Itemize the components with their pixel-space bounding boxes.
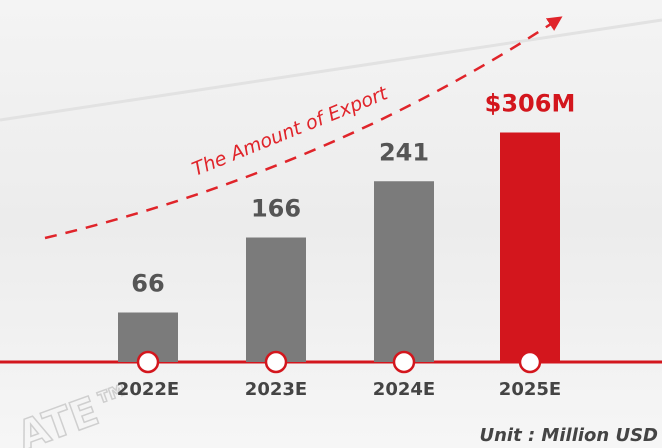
bar — [374, 181, 434, 362]
unit-label: Unit : Million USD — [480, 425, 659, 446]
value-label: 66 — [131, 270, 164, 298]
bar — [500, 132, 560, 362]
x-tick-label: 2022E — [117, 379, 179, 400]
x-tick-label: 2025E — [499, 379, 561, 400]
bar — [246, 237, 306, 362]
x-tick-label: 2024E — [373, 379, 435, 400]
marker-dot — [136, 350, 160, 374]
marker-dot — [264, 350, 288, 374]
marker-dot — [392, 350, 416, 374]
value-label: 166 — [251, 195, 301, 223]
background-line — [0, 18, 662, 122]
x-tick-label: 2023E — [245, 379, 307, 400]
trend-arrow — [44, 16, 563, 240]
value-label: $306M — [485, 90, 576, 118]
value-label: 241 — [379, 138, 429, 166]
marker-dot — [518, 350, 542, 374]
